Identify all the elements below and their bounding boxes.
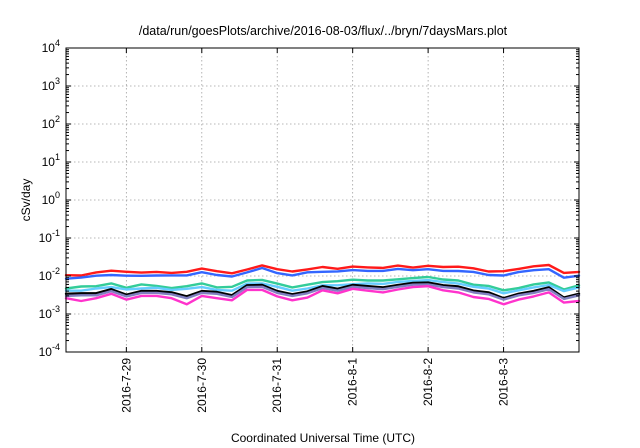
y-tick-label: 10-1 — [39, 228, 60, 245]
y-axis-label: cSv/day — [19, 179, 33, 222]
grid-layer — [66, 48, 579, 352]
y-tick-label: 10-2 — [39, 266, 60, 283]
tick-layer — [66, 47, 579, 353]
series-line-5 — [64, 281, 581, 300]
y-tick-label: 10-4 — [39, 342, 60, 359]
y-tick-label: 104 — [42, 38, 60, 55]
series-line-3 — [64, 275, 581, 292]
x-tick-label: 2016-8-3 — [497, 358, 511, 406]
series-line-7 — [64, 285, 581, 306]
x-tick-label: 2016-7-31 — [270, 358, 284, 413]
y-tick-label: 100 — [42, 190, 60, 207]
series-line-6 — [64, 283, 581, 301]
y-tick-label: 10-3 — [39, 304, 60, 321]
x-axis-label: Coordinated Universal Time (UTC) — [231, 431, 415, 445]
x-tick-label: 2016-8-1 — [346, 358, 360, 406]
chart-title: /data/run/goesPlots/archive/2016-08-03/f… — [139, 24, 508, 38]
tick-label-layer: 10-4 10-3 10-2 10-1 100 101 102 103 104 2016-7-29… — [39, 38, 511, 413]
y-tick-label: 103 — [42, 76, 60, 93]
x-tick-label: 2016-7-30 — [195, 358, 209, 413]
y-tick-label: 101 — [42, 152, 60, 169]
series-line-2 — [64, 266, 581, 280]
x-tick-label: 2016-8-2 — [421, 358, 435, 406]
x-tick-label: 2016-7-29 — [119, 358, 133, 413]
series-layer — [64, 263, 581, 306]
y-tick-label: 102 — [42, 114, 60, 131]
series-line-1 — [64, 263, 581, 277]
